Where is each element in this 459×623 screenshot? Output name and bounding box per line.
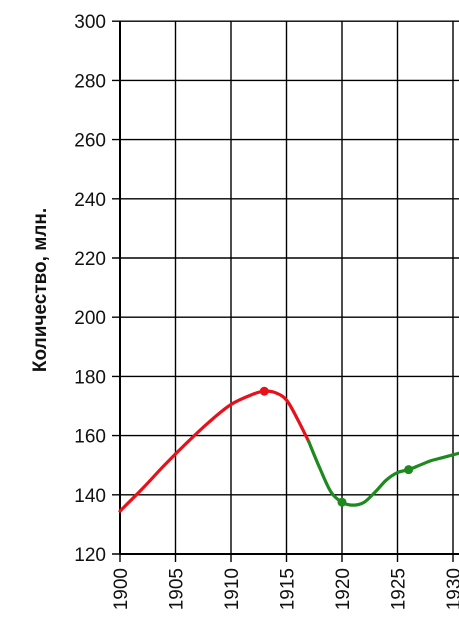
- x-tick-label: 1925: [389, 568, 410, 610]
- x-tick-label: 1905: [167, 568, 188, 610]
- y-tick-labels: 120 140 160 180 200 220 240 260 280 300: [74, 12, 106, 566]
- y-tick-label: 260: [74, 131, 106, 152]
- y-axis-label: Количество, млн.: [30, 208, 51, 372]
- x-tick-labels: 1900 1905 1910 1915 1920 1925 1930: [111, 568, 459, 610]
- x-tick-label: 1900: [111, 568, 132, 610]
- axes: [119, 21, 459, 555]
- x-tick-label: 1930: [444, 568, 459, 610]
- y-tick-label: 120: [74, 545, 106, 566]
- y-tick-label: 240: [74, 190, 106, 211]
- data-point-marker: [259, 386, 269, 396]
- y-tick-label: 280: [74, 71, 106, 92]
- gridlines: [112, 20, 459, 562]
- y-tick-label: 180: [74, 367, 106, 388]
- y-tick-label: 140: [74, 486, 106, 507]
- y-tick-label: 220: [74, 249, 106, 270]
- markers-layer: [259, 386, 414, 507]
- series-line-1: [118, 389, 311, 513]
- data-point-marker: [404, 465, 414, 475]
- y-tick-label: 200: [74, 308, 106, 329]
- x-tick-label: 1920: [333, 568, 354, 610]
- x-tick-label: 1915: [278, 568, 299, 610]
- series-layer: [118, 389, 459, 513]
- y-tick-label: 300: [74, 12, 106, 33]
- data-point-marker: [337, 497, 347, 507]
- y-tick-label: 160: [74, 427, 106, 448]
- series-line-2: [307, 439, 459, 507]
- x-tick-label: 1910: [222, 568, 243, 610]
